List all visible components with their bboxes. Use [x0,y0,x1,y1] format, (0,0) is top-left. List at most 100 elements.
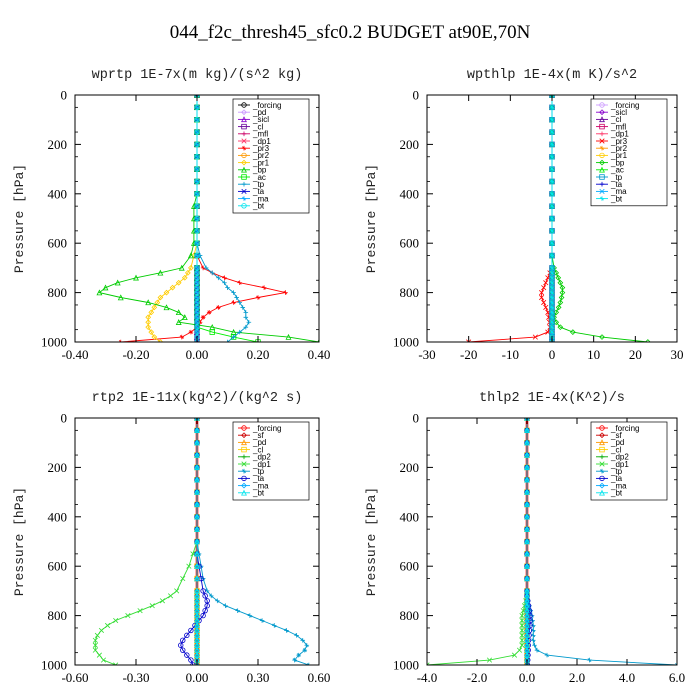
legend-item: _ma [596,187,627,196]
series-marker-bt [549,310,555,315]
series-marker-bt [194,129,200,135]
series-marker-dp1 [98,627,105,634]
series-marker-bt [549,305,555,310]
y-tick-label: 1000 [41,658,67,673]
legend-swatch-marker [599,181,605,187]
series-marker-ta [180,637,186,643]
series-marker-bp [175,309,182,316]
legend-label: _ta [252,474,265,483]
legend-swatch-marker [599,166,605,173]
series-marker-tp [674,662,677,665]
series-marker-bt [194,228,200,234]
series-marker-bt [524,488,530,495]
legend-swatch-marker [241,138,247,144]
legend-item: _forcing [596,424,639,433]
series-marker-pr3 [543,304,549,311]
series-marker-pr3 [539,290,545,296]
series-marker-bp [285,333,292,340]
legend-label: _dp1 [252,460,271,469]
series-marker-tp [240,305,246,310]
series-marker-tp [530,638,536,643]
legend-swatch-marker [241,145,247,151]
series-marker-dp1 [125,613,131,619]
legend-label: _dp1 [252,137,271,146]
series-marker-ma [194,662,200,665]
y-tick-label: 1000 [393,658,419,673]
legend-label: _sicl [610,108,627,117]
series-marker-bt [524,464,530,471]
series-marker-bt [194,203,200,209]
series-marker-bt [524,476,530,483]
legend-item: _ma [238,481,269,490]
series-marker-pr1 [157,294,164,301]
legend-label: _sf [610,431,622,440]
legend-item: _ma [238,194,269,203]
legend-item: _tp [596,467,623,476]
series-marker-dp1 [113,662,119,665]
series-marker-bt [549,300,555,305]
y-tick-label: 400 [48,509,68,524]
legend-item: _bt [238,202,265,211]
series-marker-bp [555,274,562,281]
series-marker-bt [194,116,200,123]
series-marker-pr1 [151,304,158,311]
legend-swatch-marker [241,102,247,108]
series-marker-tp [246,319,252,325]
y-tick-label: 800 [48,285,68,300]
series-marker-dp1 [519,617,525,624]
legend-label: _bt [252,202,265,211]
series-marker-pr3 [206,310,212,315]
x-tick-label: 0.00 [186,347,209,362]
legend-item: _mfl [238,130,268,139]
series-marker-pr3 [216,305,221,310]
series-line-pr1 [147,95,198,342]
legend-swatch-marker [241,482,247,489]
series-marker-bp [114,279,121,286]
series-marker-bt [524,439,530,446]
series-marker-bt [549,270,555,276]
series-marker-bt [549,228,555,234]
legend-label: _pd [252,108,266,117]
series-marker-bt [549,203,555,209]
series-marker-tp [292,657,297,663]
x-tick-label: -4.0 [417,670,438,685]
series-marker-dp1 [427,662,430,665]
legend-label: _bt [610,194,623,203]
series-marker-tp [225,339,230,342]
x-tick-label: -0.20 [122,347,149,362]
legend-swatch-marker [599,102,605,108]
panel-title: wpthlp 1E-4x(m K)/s^2 [467,68,637,83]
legend-label: _tp [252,467,265,476]
series-marker-bt [194,191,200,197]
series-marker-pr1 [191,252,197,259]
series-marker-bt [194,550,200,557]
series-marker-bt [549,142,555,147]
series-marker-bt [549,253,555,258]
legend-swatch-marker [241,425,247,431]
series-group [427,418,677,665]
x-tick-label: -0.40 [61,347,88,362]
x-tick-label: 10 [587,347,600,362]
legend-label: _ta [252,187,265,196]
y-tick-label: 600 [400,236,420,251]
panel-title: rtp2 1E-11x(kg^2)/(kg^2 s) [92,391,303,406]
series-marker-bt [524,427,530,434]
legend-swatch-marker [599,468,605,474]
series-marker-bt [524,563,530,569]
series-marker-dp1 [519,622,525,629]
y-tick-label: 600 [400,559,420,574]
x-tick-label: -2.0 [467,670,488,685]
x-tick-label: 0.60 [308,670,331,685]
legend-item: _pr1 [238,158,270,167]
legend-label: _dp1 [610,460,629,469]
series-marker-bp [644,339,651,342]
y-tick-label: 600 [48,236,68,251]
legend-swatch-marker [599,138,605,144]
series-marker-pr1 [148,329,155,335]
series-marker-bp [175,319,182,325]
legend-swatch-marker [599,432,605,439]
legend-label: _dp2 [252,453,271,462]
series-marker-bt [194,451,200,458]
legend-item: _dp1 [238,460,271,469]
series-marker-pr1 [181,274,188,281]
